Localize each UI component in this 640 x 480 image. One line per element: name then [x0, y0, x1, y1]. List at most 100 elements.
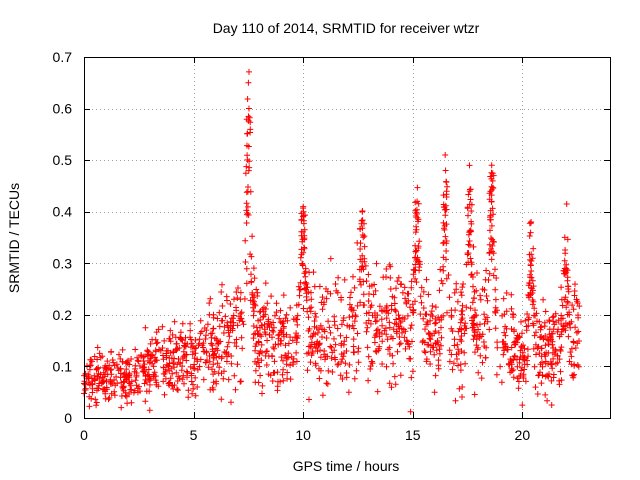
data-point: [545, 373, 552, 380]
data-point: [216, 364, 223, 371]
data-point: [263, 362, 270, 368]
data-point: [528, 285, 535, 292]
data-point: [338, 340, 345, 347]
data-point: [271, 369, 278, 376]
data-point: [99, 353, 106, 360]
data-point: [243, 189, 250, 196]
data-point: [145, 349, 152, 355]
data-point: [517, 347, 524, 354]
data-point: [359, 252, 366, 259]
y-tick-label: 0.1: [53, 358, 73, 374]
data-point: [560, 323, 567, 330]
data-point: [339, 376, 346, 382]
data-point: [431, 389, 438, 396]
data-point: [383, 315, 390, 322]
data-point: [383, 303, 390, 309]
data-point: [218, 289, 225, 295]
data-point: [451, 342, 458, 349]
data-point: [497, 363, 504, 370]
data-point: [294, 321, 301, 328]
data-point: [152, 336, 159, 343]
data-point: [470, 295, 477, 302]
data-point: [111, 362, 118, 369]
data-point: [334, 325, 341, 332]
data-point: [273, 309, 280, 316]
data-point: [342, 360, 349, 367]
data-point: [438, 334, 445, 341]
data-point: [200, 348, 207, 355]
y-tick-label: 0.7: [53, 49, 73, 65]
data-point: [383, 266, 390, 272]
data-point: [209, 342, 216, 349]
x-tick-label: 20: [515, 427, 531, 443]
data-point: [273, 300, 280, 307]
data-point: [283, 331, 290, 338]
data-point: [455, 362, 461, 369]
data-point: [139, 368, 146, 375]
data-point: [571, 288, 578, 294]
data-point: [246, 158, 253, 165]
data-point: [386, 261, 393, 268]
data-point: [258, 357, 265, 364]
data-point: [255, 379, 262, 386]
data-point: [565, 283, 571, 290]
data-point: [438, 316, 445, 323]
data-point: [334, 361, 341, 368]
data-point: [365, 317, 372, 324]
data-point: [277, 307, 284, 314]
data-point: [465, 191, 472, 198]
data-point: [478, 333, 485, 340]
data-point: [561, 296, 568, 303]
data-point: [565, 333, 572, 340]
data-point: [372, 287, 379, 294]
data-point: [102, 366, 109, 372]
data-point: [325, 318, 332, 325]
data-point: [528, 274, 535, 281]
data-point: [463, 304, 470, 311]
data-point: [89, 389, 96, 396]
data-point: [177, 360, 184, 367]
data-point: [325, 367, 332, 374]
data-point: [379, 361, 386, 367]
data-point: [549, 338, 556, 345]
data-point: [571, 362, 578, 369]
data-point: [311, 323, 318, 330]
data-point: [303, 281, 310, 287]
data-point: [200, 340, 207, 347]
data-point: [386, 351, 393, 357]
data-point: [533, 351, 539, 358]
data-point: [408, 278, 415, 285]
data-point: [170, 348, 177, 355]
data-point: [280, 377, 287, 384]
data-point: [219, 303, 226, 309]
data-point: [181, 380, 187, 387]
data-point: [319, 294, 326, 301]
data-point: [187, 363, 194, 370]
data-point: [257, 348, 264, 355]
data-point: [213, 380, 220, 387]
data-point: [455, 346, 462, 353]
data-point: [550, 326, 557, 333]
data-point: [319, 306, 326, 313]
data-point: [307, 359, 314, 366]
data-point: [424, 321, 431, 328]
data-point: [215, 370, 222, 377]
data-point: [307, 343, 314, 350]
data-point: [337, 372, 344, 379]
data-point: [305, 327, 312, 334]
data-point: [363, 328, 370, 335]
data-point: [417, 311, 424, 318]
data-point: [417, 293, 424, 300]
data-point: [443, 275, 450, 282]
data-point: [482, 354, 489, 361]
data-point: [313, 340, 320, 347]
data-point: [483, 293, 490, 299]
data-point: [433, 319, 439, 326]
data-point: [270, 319, 277, 326]
data-point: [316, 283, 323, 290]
data-point: [412, 248, 419, 255]
data-point: [401, 334, 408, 341]
data-point: [393, 285, 399, 292]
data-point: [223, 349, 230, 356]
data-point: [300, 228, 306, 235]
